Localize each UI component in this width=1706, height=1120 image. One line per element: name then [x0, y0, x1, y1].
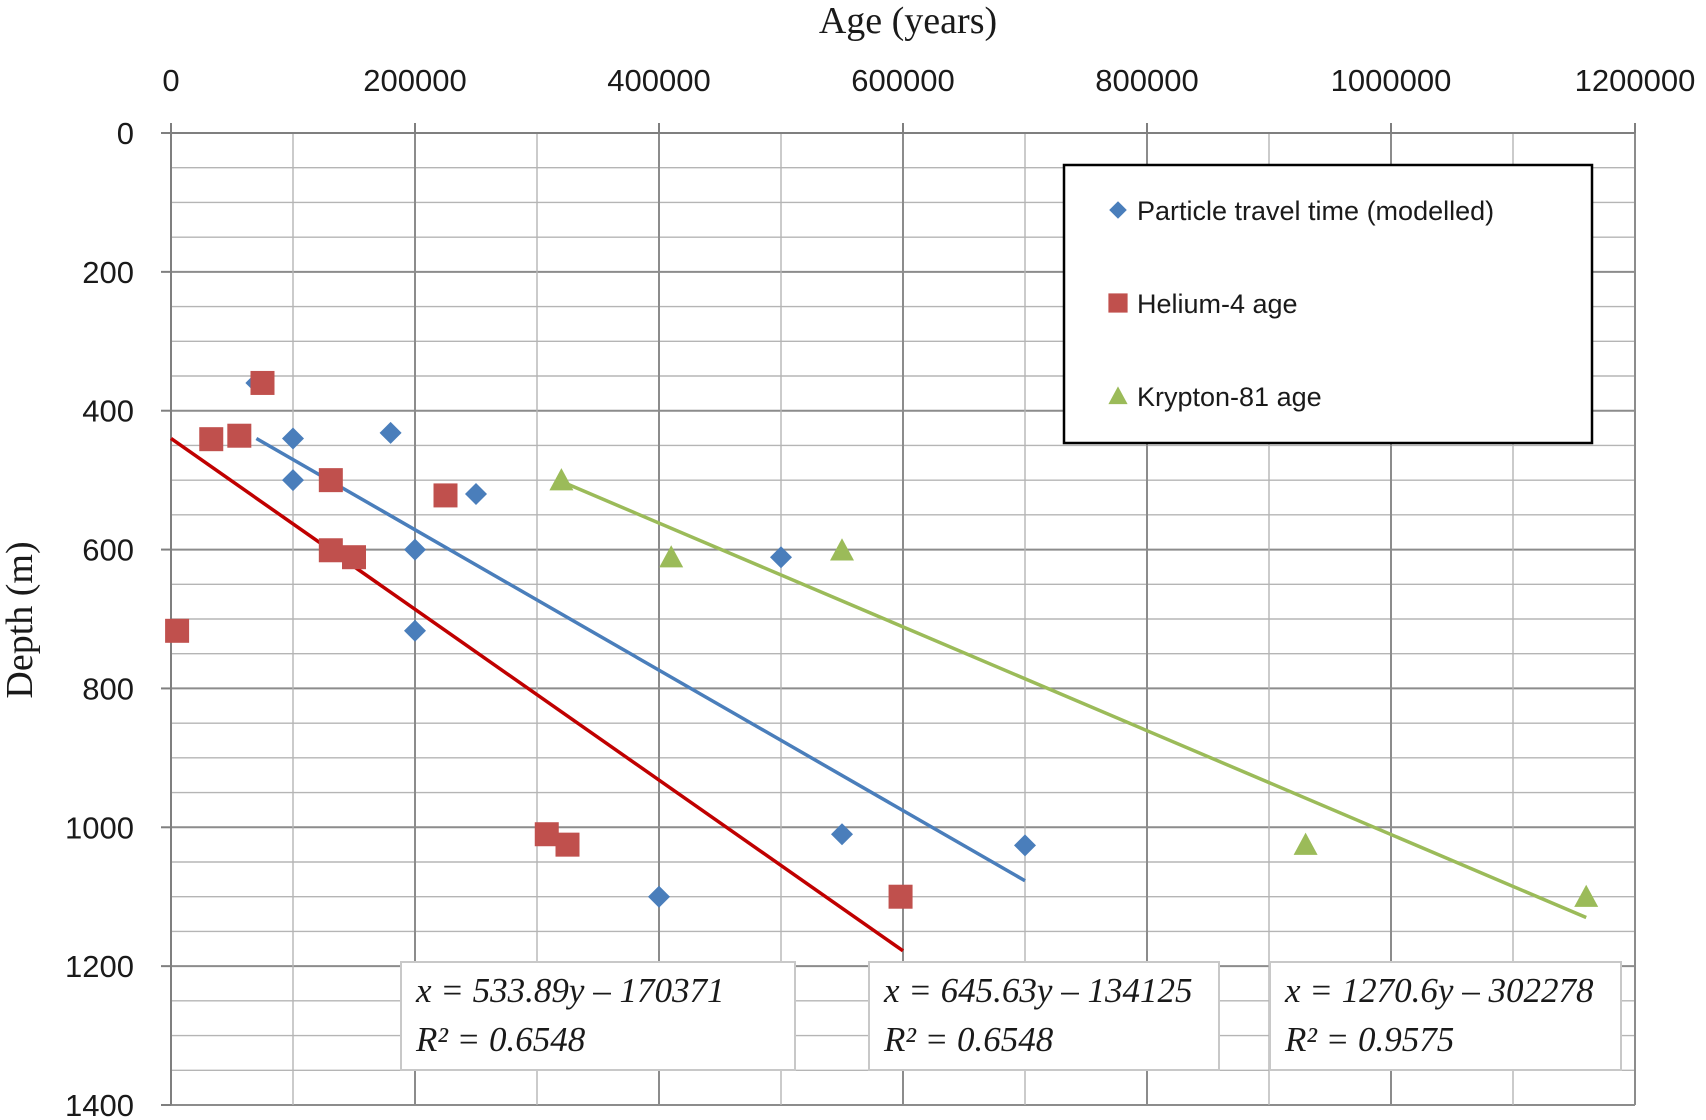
legend-label: Krypton-81 age [1137, 382, 1322, 412]
data-point-triangle [1293, 832, 1318, 855]
equation-box [868, 961, 1220, 1071]
r-squared-text: R² = 0.6548 [883, 1020, 1054, 1059]
data-point-square [534, 822, 559, 847]
data-point-square [199, 427, 224, 452]
legend-label: Helium-4 age [1137, 289, 1298, 319]
x-tick-label: 0 [162, 63, 179, 98]
equation-text: x = 645.63y – 134125 [883, 971, 1192, 1010]
data-point-triangle [1574, 884, 1599, 907]
x-axis-title: Age (years) [819, 0, 997, 42]
data-point-square [342, 545, 366, 570]
x-tick-label: 600000 [851, 63, 954, 98]
data-point-diamond [404, 538, 426, 561]
trend-lines [169, 436, 1587, 953]
data-point-diamond [648, 885, 670, 908]
data-point-square [433, 483, 458, 508]
data-point-diamond [831, 823, 853, 846]
y-tick-label: 600 [82, 533, 134, 568]
grid [170, 132, 1636, 1106]
x-tick-label: 1200000 [1575, 63, 1696, 98]
equation-box [1269, 961, 1622, 1071]
data-points [165, 370, 1599, 909]
data-point-square [888, 884, 913, 909]
data-point-diamond [465, 483, 487, 506]
x-tick-label: 400000 [607, 63, 710, 98]
data-point-diamond [282, 469, 304, 492]
legend-marker-square [1108, 293, 1128, 313]
equation-text: x = 1270.6y – 302278 [1284, 971, 1594, 1010]
data-point-diamond [770, 546, 792, 569]
data-point-square [318, 468, 343, 493]
data-point-diamond [379, 421, 402, 444]
y-tick-label: 0 [117, 116, 134, 151]
data-point-square [555, 832, 580, 857]
data-point-square [227, 423, 252, 448]
legend: Particle travel time (modelled) Helium-4 … [1062, 163, 1594, 445]
equation-text: x = 533.89y – 170371 [415, 971, 724, 1010]
r-squared-text: R² = 0.9575 [1284, 1020, 1454, 1059]
data-point-diamond [282, 427, 304, 450]
equation-box [400, 961, 796, 1071]
data-point-square [318, 538, 343, 563]
y-tick-label: 1400 [65, 1088, 134, 1120]
data-point-diamond [404, 619, 426, 642]
legend-marker-triangle [1108, 386, 1128, 405]
trend-line [169, 437, 905, 953]
legend-marker-diamond [1109, 201, 1127, 219]
y-tick-label: 1200 [65, 949, 134, 984]
r-squared-text: R² = 0.6548 [415, 1020, 586, 1059]
data-point-triangle [549, 468, 574, 491]
x-tick-label: 1000000 [1331, 63, 1452, 98]
y-tick-label: 1000 [65, 810, 134, 845]
legend-label: Particle travel time (modelled) [1137, 196, 1494, 226]
x-tick-label: 800000 [1095, 63, 1198, 98]
data-point-diamond [1014, 834, 1036, 857]
data-point-triangle [659, 545, 684, 568]
data-point-square [165, 618, 190, 643]
y-tick-label: 200 [82, 255, 134, 290]
tick-labels: 0 200000 400000 600000 800000 1000000 1200000 0… [65, 63, 1695, 1120]
x-tick-label: 200000 [363, 63, 466, 98]
legend-box [1062, 163, 1594, 445]
data-point-square [250, 370, 275, 395]
data-point-triangle [830, 538, 854, 561]
trend-line [560, 479, 1587, 920]
trend-line [255, 436, 1026, 883]
y-tick-label: 800 [82, 671, 134, 706]
trendline-equations: x = 533.89y – 170371 R² = 0.6548 x = 645.6… [400, 961, 1622, 1071]
y-tick-label: 400 [82, 394, 134, 429]
y-axis-title: Depth (m) [0, 541, 41, 698]
